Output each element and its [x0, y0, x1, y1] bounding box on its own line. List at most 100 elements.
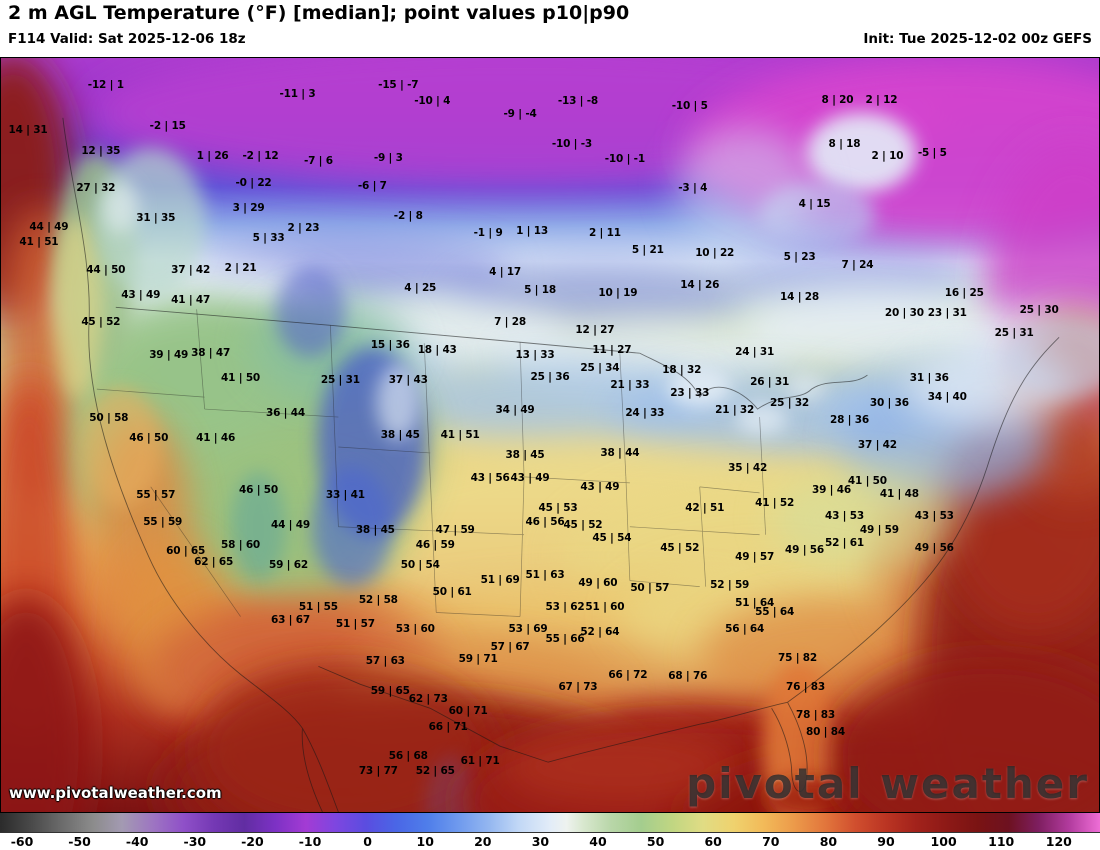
point-value: 67 | 73	[558, 681, 598, 694]
point-value: 46 | 56	[525, 515, 565, 528]
point-value: 43 | 49	[510, 471, 550, 484]
point-value: 60 | 65	[166, 544, 206, 557]
point-value: -10 | 5	[671, 99, 708, 112]
temperature-map[interactable]: -12 | 1 -15 | -7 -11 | 3 -10 | 4 -13 | -8 -9 …	[0, 57, 1100, 813]
point-value: 39 | 46	[811, 483, 851, 496]
point-value: 1 | 26	[196, 149, 229, 162]
point-value: 59 | 62	[268, 558, 308, 571]
point-value: 1 | 13	[516, 224, 548, 237]
point-value: 44 | 49	[29, 220, 69, 233]
point-value: 38 | 47	[191, 346, 231, 359]
point-value: -5 | 5	[917, 146, 947, 159]
point-value: 78 | 83	[796, 709, 836, 721]
point-value: 51 | 55	[298, 600, 338, 613]
point-value: 51 | 69	[480, 573, 520, 586]
colorbar-tick-label: 70	[762, 834, 780, 849]
colorbar-tick-label: -10	[298, 834, 322, 849]
point-value: 44 | 50	[86, 264, 126, 277]
colorbar-tick-label: 10	[416, 834, 434, 849]
point-value: 12 | 35	[81, 144, 121, 157]
point-value: 55 | 57	[136, 488, 176, 501]
colorbar-tick-label: 20	[474, 834, 492, 849]
point-value: 41 | 50	[221, 371, 261, 384]
point-value: 13 | 33	[515, 348, 555, 361]
point-value: 49 | 59	[859, 523, 899, 536]
point-value: 34 | 49	[495, 403, 535, 416]
point-value: 45 | 53	[538, 501, 578, 514]
point-value: 25 | 34	[580, 361, 620, 374]
point-value: -13 | -8	[557, 94, 599, 107]
point-value: 38 | 45	[505, 448, 545, 461]
watermark: pivotal weather	[686, 759, 1089, 808]
point-value: 5 | 18	[524, 284, 556, 297]
point-value: -12 | 1	[87, 78, 124, 91]
temperature-fill-layer	[1, 58, 1099, 812]
colorbar-tick-label: -30	[183, 834, 207, 849]
point-value: 55 | 66	[545, 633, 585, 646]
point-value: 25 | 36	[530, 370, 570, 383]
point-value: 62 | 73	[408, 693, 448, 706]
point-value: 50 | 57	[630, 581, 670, 594]
point-value: 56 | 64	[725, 623, 765, 636]
point-value: -15 | -7	[378, 78, 419, 91]
point-value: 41 | 48	[879, 487, 919, 500]
point-value: 23 | 31	[927, 307, 967, 320]
point-value: -7 | 6	[303, 154, 333, 167]
point-value: 28 | 36	[829, 413, 869, 426]
point-value: 36 | 44	[265, 406, 305, 419]
point-value: 43 | 49	[580, 480, 620, 493]
point-value: 27 | 32	[76, 181, 116, 194]
point-value: 2 | 23	[287, 221, 320, 234]
point-value: 30 | 36	[869, 396, 909, 409]
point-value: 51 | 63	[525, 568, 565, 581]
point-value: 73 | 77	[358, 764, 398, 777]
point-value: 59 | 65	[370, 685, 410, 698]
point-value: 31 | 35	[136, 211, 176, 224]
point-value: 2 | 21	[224, 262, 257, 275]
colorbar-tick-label: 40	[589, 834, 607, 849]
point-value: 25 | 31	[994, 327, 1034, 340]
point-value: 41 | 47	[171, 294, 211, 307]
point-value: 37 | 43	[388, 373, 428, 386]
colorbar-tick-label: -60	[10, 834, 34, 849]
point-value: 52 | 59	[710, 578, 750, 591]
colorbar-gradient	[0, 813, 1100, 833]
point-value: 41 | 50	[847, 474, 887, 487]
point-value: 80 | 84	[805, 725, 845, 738]
point-value: 43 | 49	[121, 289, 161, 302]
point-value: 43 | 56	[470, 471, 510, 484]
point-value: 41 | 51	[19, 235, 59, 248]
point-value: 12 | 27	[575, 324, 615, 337]
point-value: 26 | 31	[750, 375, 790, 388]
point-value: 10 | 19	[598, 287, 638, 300]
point-value: 5 | 21	[631, 244, 664, 257]
point-values-layer: -12 | 1 -15 | -7 -11 | 3 -10 | 4 -13 | -8 -9 …	[1, 58, 1099, 812]
point-value: 38 | 44	[600, 446, 640, 459]
point-value: -11 | 3	[279, 87, 316, 100]
colorbar-tick-label: 50	[646, 834, 665, 849]
point-value: -10 | -3	[551, 137, 593, 150]
point-value: 4 | 17	[489, 266, 522, 279]
point-value: 2 | 12	[865, 93, 898, 106]
point-value: 44 | 49	[270, 518, 310, 531]
point-value: 25 | 31	[320, 373, 360, 386]
point-value: 66 | 71	[428, 720, 468, 733]
coastline-borders	[62, 117, 1060, 812]
site-url: www.pivotalweather.com	[9, 784, 222, 802]
point-value: 25 | 30	[1019, 304, 1059, 317]
point-value: 8 | 18	[828, 137, 861, 150]
point-value: 53 | 62	[545, 600, 585, 613]
point-value: 8 | 20	[821, 93, 854, 106]
point-value: 55 | 59	[143, 515, 183, 528]
point-value: 63 | 67	[270, 613, 310, 626]
point-value: 14 | 28	[780, 291, 820, 304]
point-value: 75 | 82	[778, 652, 818, 665]
point-value: 50 | 54	[400, 558, 440, 571]
point-value: 25 | 32	[770, 396, 810, 409]
colorbar-tick-label: 100	[930, 834, 957, 849]
point-value: 52 | 65	[415, 764, 455, 777]
point-value: 18 | 32	[662, 363, 702, 376]
colorbar-tick-label: 120	[1045, 834, 1072, 849]
point-value: -10 | -1	[604, 152, 645, 165]
